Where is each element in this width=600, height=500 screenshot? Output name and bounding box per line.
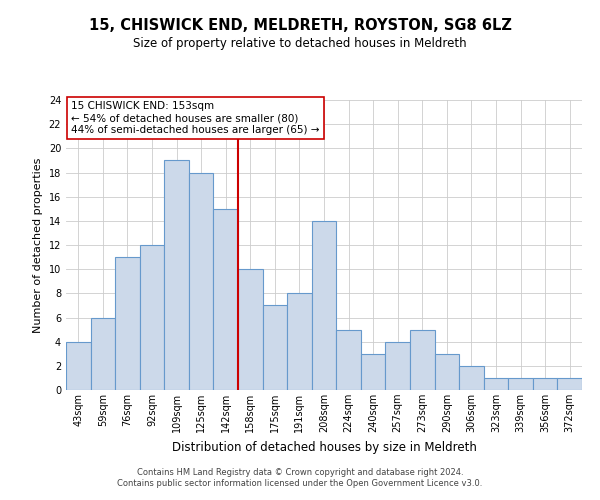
Bar [214,209,238,390]
X-axis label: Distribution of detached houses by size in Meldreth: Distribution of detached houses by size … [172,440,476,454]
Bar [459,366,484,390]
Bar [164,160,189,390]
Bar [312,221,336,390]
Bar [189,172,214,390]
Bar [238,269,263,390]
Bar [361,354,385,390]
Text: 15, CHISWICK END, MELDRETH, ROYSTON, SG8 6LZ: 15, CHISWICK END, MELDRETH, ROYSTON, SG8… [89,18,511,32]
Text: 15 CHISWICK END: 153sqm
← 54% of detached houses are smaller (80)
44% of semi-de: 15 CHISWICK END: 153sqm ← 54% of detache… [71,102,320,134]
Bar [66,342,91,390]
Bar [385,342,410,390]
Bar [410,330,434,390]
Bar [115,257,140,390]
Bar [484,378,508,390]
Bar [140,245,164,390]
Bar [434,354,459,390]
Bar [508,378,533,390]
Bar [336,330,361,390]
Text: Contains HM Land Registry data © Crown copyright and database right 2024.
Contai: Contains HM Land Registry data © Crown c… [118,468,482,487]
Bar [91,318,115,390]
Bar [263,306,287,390]
Bar [533,378,557,390]
Bar [557,378,582,390]
Bar [287,294,312,390]
Y-axis label: Number of detached properties: Number of detached properties [33,158,43,332]
Text: Size of property relative to detached houses in Meldreth: Size of property relative to detached ho… [133,38,467,51]
